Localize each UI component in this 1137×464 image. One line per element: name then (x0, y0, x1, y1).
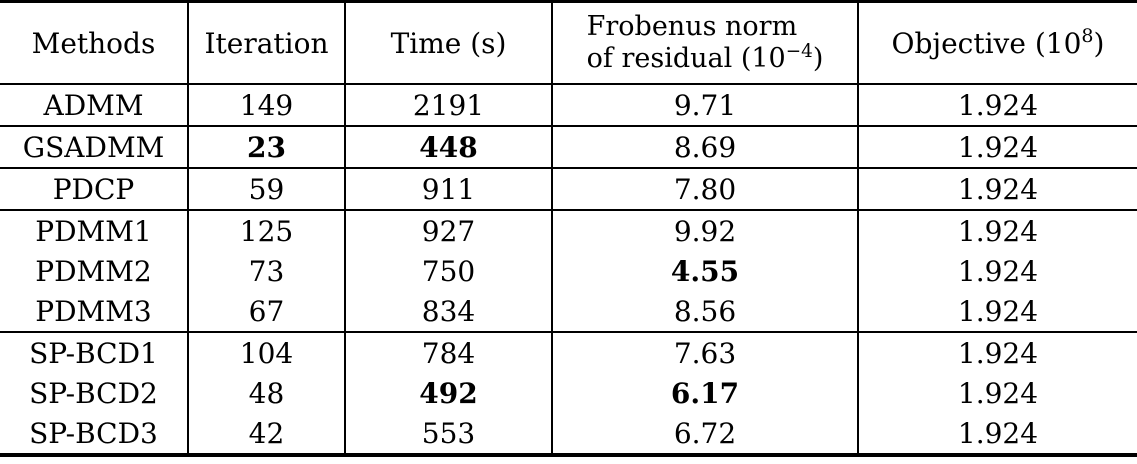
cell-time: 911 (344, 168, 552, 211)
cell-objective: 1.924 (857, 413, 1137, 455)
objective-exponent: 8 (1081, 25, 1094, 48)
cell-iteration: 67 (187, 291, 345, 333)
cell-iteration: 73 (187, 251, 345, 291)
cell-residual: 8.69 (551, 126, 858, 169)
cell-method: SP-BCD3 (29, 416, 158, 450)
cell-iteration: 125 (187, 210, 345, 251)
table-row-spbcd3: SP-BCD3 42 553 6.72 1.924 (0, 413, 1137, 455)
objective-header: Objective (108) (891, 25, 1105, 60)
cell-time: 927 (344, 210, 552, 251)
cell-method: PDMM3 (0, 291, 188, 333)
cell-residual: 6.17 (551, 373, 858, 413)
col-header-time: Time (s) (344, 1, 552, 85)
table-header: Methods Iteration Time (s) Frobenus norm… (0, 1, 1137, 85)
table-row-pdmm1: PDMM1 125 927 9.92 1.924 (0, 210, 1137, 251)
cell-iteration: 23 (187, 126, 345, 169)
table-row-pdmm3: PDMM3 67 834 8.56 1.924 (0, 291, 1137, 333)
cell-method: ADMM (0, 84, 188, 127)
cell-objective: 1.924 (857, 291, 1137, 333)
cell-objective: 1.924 (857, 168, 1137, 211)
cell-time: 448 (344, 126, 552, 169)
cell-time: 784 (344, 332, 552, 373)
cell-iteration: 149 (187, 84, 345, 127)
cell-time: 553 (344, 413, 552, 455)
cell-residual: 4.55 (551, 251, 858, 291)
cell-method: PDCP (0, 168, 188, 211)
table-row-gsadmm: GSADMM 23 448 8.69 1.924 (0, 126, 1137, 169)
cell-iteration: 42 (187, 413, 345, 455)
cell-iteration: 48 (187, 373, 345, 413)
cell-method: PDMM2 (35, 254, 152, 288)
table-row-pdmm2: PDMM2 73 750 4.55 1.924 (0, 251, 1137, 291)
cell-iteration: 104 (187, 332, 345, 373)
cell-residual: 7.80 (551, 168, 858, 211)
cell-residual: 7.63 (551, 332, 858, 373)
table-body: ADMM 149 2191 9.71 1.924 GSADMM 23 448 8… (0, 84, 1137, 455)
residual-header-line1: Frobenus norm (586, 11, 798, 43)
col-header-iteration: Iteration (187, 1, 345, 85)
cell-iteration: 59 (187, 168, 345, 211)
cell-objective: 1.924 (857, 332, 1137, 373)
cell-objective: 1.924 (857, 84, 1137, 127)
table-row-spbcd2: SP-BCD2 48 492 6.17 1.924 (0, 373, 1137, 413)
cell-method: PDMM1 (35, 214, 152, 248)
cell-method: GSADMM (0, 126, 188, 169)
table-row-spbcd1: SP-BCD1 104 784 7.63 1.924 (0, 332, 1137, 373)
cell-time: 492 (344, 373, 552, 413)
cell-residual: 8.56 (551, 291, 858, 333)
residual-header-line2: of residual (10−4) (586, 40, 824, 74)
cell-objective: 1.924 (857, 210, 1137, 251)
col-header-methods: Methods (0, 1, 188, 85)
residual-header-block: Frobenus norm of residual (10−4) (587, 11, 824, 75)
cell-time: 2191 (344, 84, 552, 127)
table-row-admm: ADMM 149 2191 9.71 1.924 (0, 84, 1137, 127)
cell-residual: 6.72 (551, 413, 858, 455)
cell-residual: 9.71 (551, 84, 858, 127)
cell-time: 750 (344, 251, 552, 291)
residual-exponent: −4 (785, 40, 813, 62)
table-row-pdcp: PDCP 59 911 7.80 1.924 (0, 168, 1137, 211)
cell-method: SP-BCD1 (29, 336, 158, 370)
cell-objective: 1.924 (857, 126, 1137, 169)
cell-objective: 1.924 (857, 373, 1137, 413)
cell-method: SP-BCD2 (29, 376, 158, 410)
col-header-residual: Frobenus norm of residual (10−4) (551, 1, 858, 85)
col-header-objective: Objective (108) (857, 1, 1137, 85)
header-row: Methods Iteration Time (s) Frobenus norm… (0, 1, 1137, 85)
cell-residual: 9.92 (551, 210, 858, 251)
cell-time: 834 (344, 291, 552, 333)
cell-objective: 1.924 (857, 251, 1137, 291)
